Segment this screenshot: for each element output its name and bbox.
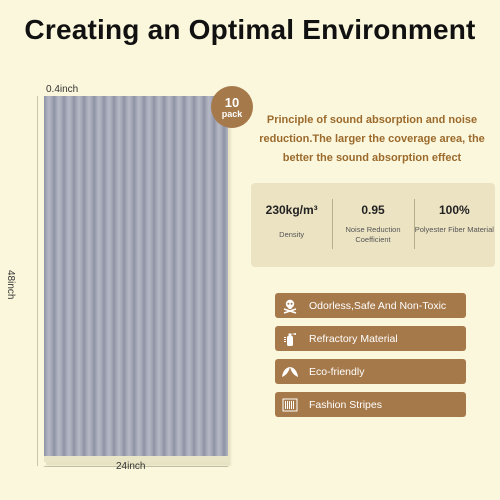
pack-count-badge: 10 pack	[211, 86, 253, 128]
spec-value: 230kg/m³	[265, 203, 318, 217]
leaf-icon	[277, 359, 303, 384]
spec-label: Polyester Fiber Material	[414, 225, 494, 234]
feature-eco: Eco-friendly	[275, 359, 466, 384]
spec-material: 100% Polyester Fiber Material	[413, 183, 495, 267]
pack-count: 10	[224, 94, 240, 110]
height-dimension-line	[37, 96, 38, 466]
fire-extinguisher-icon	[277, 326, 303, 351]
thickness-label: 0.4inch	[46, 84, 79, 95]
width-label: 24inch	[116, 461, 146, 472]
width-dimension-line	[44, 466, 228, 467]
spec-value: 0.95	[361, 203, 385, 217]
principle-text: Principle of sound absorption and noise …	[259, 114, 485, 164]
spec-nrc: 0.95 Noise Reduction Coefficient	[332, 183, 413, 267]
spec-value: 100%	[438, 203, 470, 217]
feature-label: Eco-friendly	[309, 365, 365, 378]
acoustic-panel-image	[44, 96, 228, 462]
spec-label: Density	[279, 230, 305, 239]
panel-edge	[44, 456, 230, 462]
feature-stripes: Fashion Stripes	[275, 392, 466, 417]
pack-unit: pack	[221, 108, 243, 119]
skull-crossbones-icon	[277, 293, 303, 318]
spec-density: 230kg/m³ Density	[251, 183, 332, 267]
feature-label: Odorless,Safe And Non-Toxic	[309, 299, 447, 312]
spec-label: Noise Reduction Coefficient	[345, 225, 401, 244]
feature-label: Refractory Material	[309, 332, 398, 345]
specs-card: 230kg/m³ Density 0.95 Noise Reduction Co…	[251, 183, 495, 267]
page-title: Creating an Optimal Environment	[24, 14, 476, 45]
height-label: 48inch	[5, 270, 16, 300]
feature-list: Odorless,Safe And Non-Toxic Refractory M…	[275, 293, 466, 425]
feature-label: Fashion Stripes	[309, 398, 382, 411]
stripes-icon	[277, 392, 303, 417]
feature-non-toxic: Odorless,Safe And Non-Toxic	[275, 293, 466, 318]
feature-refractory: Refractory Material	[275, 326, 466, 351]
